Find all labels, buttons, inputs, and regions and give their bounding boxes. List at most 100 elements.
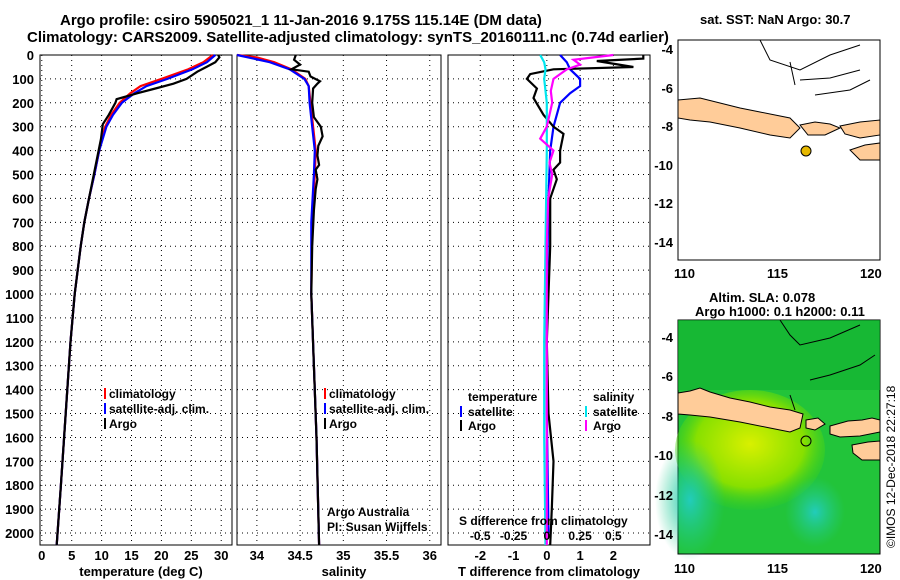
map-x-tick-label: 120 [860, 266, 882, 281]
x-tick-label: -1 [508, 548, 520, 563]
x-axis-label: T difference from climatology [458, 564, 641, 579]
map-y-tick-label: -8 [661, 119, 673, 135]
y-tick-label: 1200 [5, 335, 34, 350]
map2-coastlines [779, 319, 876, 411]
map-y-tick-label: -4 [661, 330, 673, 345]
series-line-argo [288, 54, 324, 546]
y-tick-label: 500 [12, 168, 34, 183]
y-tick-label: 700 [12, 215, 34, 230]
y-tick-label: 600 [12, 191, 34, 206]
legend-label: satellite-adj. clim. [109, 402, 209, 416]
y-tick-label: 0 [27, 48, 34, 63]
y-tick-label: 1400 [5, 383, 34, 398]
s-tick-label: 0 [543, 529, 550, 543]
legend-label: satellite [593, 405, 638, 419]
map2-land [677, 387, 881, 461]
legend-swatch [585, 406, 587, 417]
title-line-1: Argo profile: csiro 5905021_1 11-Jan-201… [60, 12, 542, 29]
s-tick-label: 0.25 [568, 529, 592, 543]
x-tick-label: 5 [68, 548, 75, 563]
s-tick-label: 0.5 [605, 529, 622, 543]
x-tick-label: 36 [423, 548, 437, 563]
legend-title-salinity: salinity [593, 390, 635, 404]
x-tick-label: -2 [474, 548, 486, 563]
legend-swatch [585, 420, 587, 431]
annotation: Argo Australia [327, 505, 410, 519]
legend-label: satellite-adj. clim. [329, 402, 429, 416]
plot-frame [236, 54, 442, 546]
map-x-tick-label: 110 [674, 561, 695, 576]
argo-position-marker [800, 145, 812, 157]
legend-swatch [460, 406, 462, 417]
legend-label: Argo [109, 417, 137, 431]
imos-credit: ©IMOS 12-Dec-2018 22:27:18 [884, 385, 898, 548]
map1-coastlines [759, 39, 871, 96]
map-y-tick-label: -14 [654, 527, 673, 542]
map-x-tick-label: 115 [767, 266, 788, 281]
y-tick-label: 2000 [5, 526, 34, 541]
map-y-tick-label: -12 [654, 487, 673, 503]
map2-title-line-1: Altim. SLA: 0.078 [709, 290, 816, 305]
map-y-tick-label: -8 [661, 408, 673, 424]
y-tick-label: 200 [12, 96, 34, 111]
map1-land [677, 97, 881, 161]
argo-position-marker-sla [800, 435, 812, 447]
y-tick-label: 1100 [6, 311, 34, 326]
panel-salinity: 34 34.5 35 35.5 36 salinity climatologysatelli… [236, 53, 442, 579]
y-tick-label: 1700 [5, 454, 34, 469]
x-axis-label: temperature (deg C) [79, 564, 203, 579]
legend-swatch [460, 420, 462, 431]
plot-frame [39, 54, 233, 546]
legend-label: Argo [329, 417, 357, 431]
x-tick-label: 35.5 [374, 548, 399, 563]
series-line-argo [55, 54, 221, 546]
map-x-tick-label: 110 [674, 266, 695, 281]
series-line-s-argo [538, 53, 614, 545]
x-tick-label: 0 [38, 548, 45, 563]
x-tick-label: 30 [214, 548, 228, 563]
legend-swatch [104, 388, 106, 399]
x-tick-label: 2 [610, 548, 617, 563]
map-y-tick-label: -6 [661, 369, 673, 385]
map2-title-line-2: Argo h1000: 0.1 h2000: 0.11 [695, 304, 865, 319]
x-tick-label: 34 [250, 548, 265, 563]
title-line-2: Climatology: CARS2009. Satellite-adjuste… [27, 29, 669, 46]
map-y-tick-label: -10 [654, 448, 673, 464]
s-tick-label: -0.25 [500, 529, 528, 543]
y-tick-label: 1500 [5, 407, 34, 422]
legend-swatch [104, 403, 106, 414]
s-tick-label: -0.5 [470, 529, 491, 543]
x-tick-label: 0 [543, 548, 550, 563]
legend-title-temperature: temperature [468, 390, 538, 404]
y-tick-label: 1900 [5, 502, 34, 517]
map-x-tick-label: 120 [860, 561, 882, 576]
panel-difference: -2 -1 0 1 2T difference from climatology temp… [447, 53, 651, 579]
legend-label: Argo [468, 419, 496, 433]
legend-label: climatology [109, 387, 176, 401]
y-tick-label: 1000 [5, 287, 34, 302]
legend-label: Argo [593, 419, 621, 433]
y-tick-label: 1800 [5, 478, 34, 493]
x-tick-label: 10 [94, 548, 108, 563]
legend-swatch [324, 403, 326, 414]
map-y-tick-label: -6 [661, 80, 673, 96]
legend-label: satellite [468, 405, 513, 419]
y-tick-label: 1300 [5, 359, 34, 374]
map-y-tick-label: -10 [654, 157, 673, 173]
legend-swatch [324, 388, 326, 399]
legend-swatch [324, 418, 326, 429]
x-tick-label: 20 [154, 548, 168, 563]
y-tick-label: 400 [12, 144, 34, 159]
plot-frame [447, 54, 651, 546]
x-tick-label: 15 [124, 548, 138, 563]
map-y-tick-label: -14 [654, 235, 673, 250]
y-tick-label: 100 [12, 72, 34, 87]
x-tick-label: 34.5 [287, 548, 312, 563]
map1-title: sat. SST: NaN Argo: 30.7 [700, 12, 851, 27]
y-tick-label: 800 [12, 239, 34, 254]
x-axis-label: salinity [322, 564, 368, 579]
